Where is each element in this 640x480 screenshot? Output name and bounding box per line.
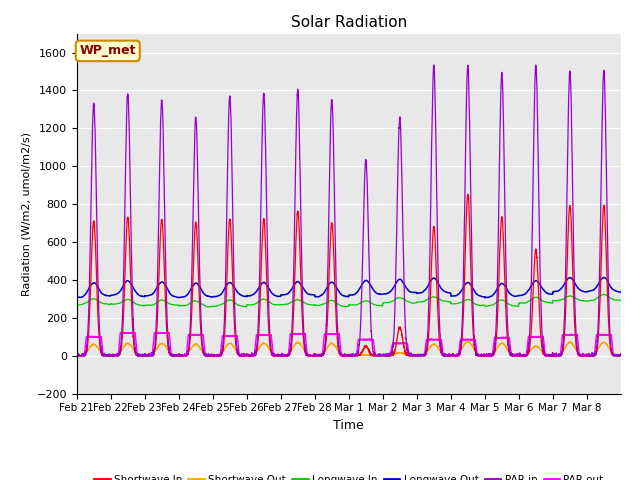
Shortwave Out	[186, 348, 193, 353]
Line: Longwave In: Longwave In	[77, 294, 621, 307]
Longwave Out	[481, 295, 489, 300]
Longwave In	[186, 300, 193, 306]
PAR in	[499, 72, 506, 78]
Longwave Out	[369, 286, 377, 292]
Longwave In	[369, 301, 377, 307]
Line: PAR in: PAR in	[77, 65, 621, 356]
Longwave Out	[539, 286, 547, 292]
Shortwave In	[525, 348, 532, 354]
PAR out	[73, 353, 81, 359]
Shortwave In	[186, 342, 193, 348]
Line: Longwave Out: Longwave Out	[77, 277, 621, 298]
PAR out	[129, 329, 137, 335]
Longwave In	[617, 297, 625, 303]
PAR in	[73, 352, 81, 358]
Shortwave Out	[73, 353, 81, 359]
Longwave Out	[617, 289, 625, 295]
Shortwave Out	[525, 349, 532, 355]
PAR out	[186, 332, 194, 338]
PAR in	[617, 352, 625, 358]
Line: Shortwave In: Shortwave In	[77, 194, 621, 356]
PAR out	[617, 353, 625, 359]
Longwave Out	[398, 278, 406, 284]
PAR in	[73, 353, 81, 359]
Shortwave Out	[539, 349, 547, 355]
PAR out	[539, 334, 547, 340]
Longwave Out	[73, 294, 81, 300]
PAR in	[369, 348, 377, 353]
PAR out	[499, 335, 506, 340]
PAR out	[398, 341, 406, 347]
Shortwave Out	[369, 353, 377, 359]
Longwave In	[73, 302, 81, 308]
Longwave In	[600, 291, 607, 297]
Longwave Out	[498, 281, 506, 287]
Longwave Out	[600, 275, 607, 280]
Longwave In	[498, 297, 506, 303]
Shortwave In	[499, 215, 506, 221]
Shortwave Out	[499, 340, 506, 346]
Shortwave Out	[398, 350, 406, 356]
Shortwave In	[73, 353, 81, 359]
Shortwave Out	[617, 353, 625, 359]
PAR in	[398, 186, 406, 192]
PAR in	[186, 334, 193, 339]
Shortwave In	[617, 353, 625, 359]
Y-axis label: Radiation (W/m2, umol/m2/s): Radiation (W/m2, umol/m2/s)	[21, 132, 31, 296]
Shortwave In	[369, 353, 377, 359]
PAR in	[539, 343, 547, 349]
PAR out	[73, 353, 81, 359]
Legend: Shortwave In, Shortwave Out, Longwave In, Longwave Out, PAR in, PAR out: Shortwave In, Shortwave Out, Longwave In…	[90, 471, 608, 480]
X-axis label: Time: Time	[333, 419, 364, 432]
Text: WP_met: WP_met	[79, 44, 136, 58]
Longwave Out	[186, 288, 193, 294]
Shortwave Out	[73, 353, 81, 359]
Line: PAR out: PAR out	[77, 332, 621, 356]
Longwave Out	[525, 287, 532, 293]
Shortwave In	[398, 333, 406, 338]
PAR out	[525, 334, 532, 339]
Longwave In	[204, 304, 211, 310]
Longwave In	[525, 298, 532, 304]
PAR in	[525, 341, 532, 347]
Shortwave In	[539, 349, 547, 355]
Shortwave Out	[463, 338, 471, 344]
Shortwave In	[464, 192, 472, 197]
PAR out	[369, 337, 377, 343]
Longwave In	[398, 295, 406, 301]
Title: Solar Radiation: Solar Radiation	[291, 15, 407, 30]
Line: Shortwave Out: Shortwave Out	[77, 341, 621, 356]
Longwave In	[539, 298, 547, 304]
PAR in	[430, 62, 438, 68]
Shortwave In	[73, 352, 81, 358]
